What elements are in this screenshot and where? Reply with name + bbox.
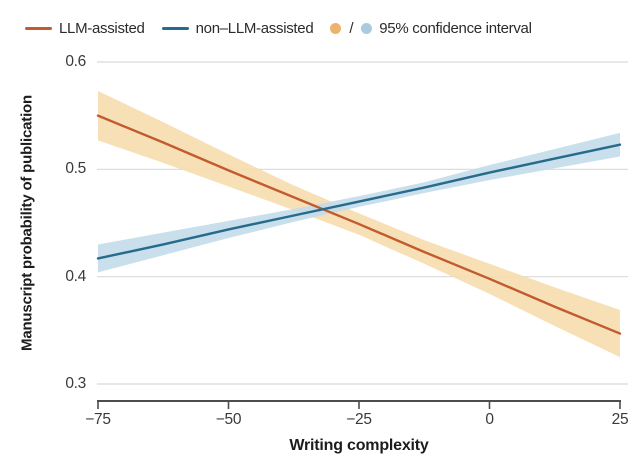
y-tick-label: 0.6	[65, 53, 86, 70]
llm-ci-dot-icon	[330, 23, 342, 34]
legend-item-llm: LLM-assisted	[25, 20, 145, 37]
x-tick-label: −50	[215, 411, 242, 428]
ci-slash-separator: /	[349, 20, 354, 37]
nonllm-ci-dot-icon	[361, 23, 373, 34]
legend-label-ci: 95% confidence interval	[379, 20, 532, 37]
legend-item-nonllm: non–LLM-assisted	[161, 20, 314, 37]
series-line-1	[96, 143, 622, 260]
nonllm-line-swatch-icon	[161, 27, 189, 30]
y-tick-label: 0.4	[65, 267, 86, 285]
x-tick-label: −75	[85, 411, 111, 428]
x-tick-label: 0	[485, 411, 494, 428]
legend-label-nonllm: non–LLM-assisted	[195, 20, 314, 37]
x-axis-title: Writing complexity	[289, 437, 429, 454]
legend-item-ci: / 95% confidence interval	[330, 20, 532, 37]
x-tick-label: −25	[346, 411, 372, 428]
y-tick-label: 0.5	[65, 160, 86, 178]
series-line-0	[96, 114, 622, 335]
x-tick-label: 25	[611, 411, 629, 428]
y-axis-title: Manuscript probability of publication	[18, 95, 36, 351]
legend: LLM-assisted non–LLM-assisted / 95% conf…	[25, 20, 532, 37]
llm-line-swatch-icon	[25, 27, 52, 30]
y-tick-label: 0.3	[65, 375, 86, 392]
legend-label-llm: LLM-assisted	[59, 20, 145, 37]
